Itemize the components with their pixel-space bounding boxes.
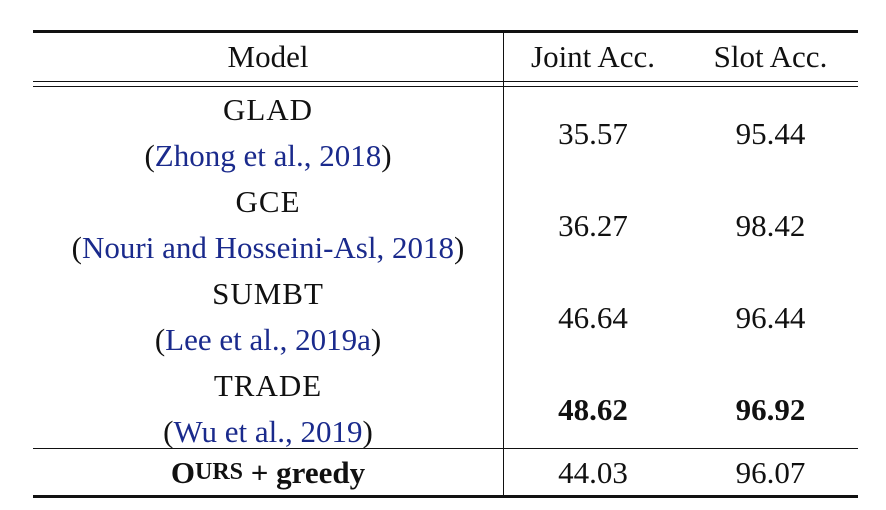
header-model: Model — [227, 38, 309, 74]
model-name: GCE — [235, 184, 301, 219]
model-citation: (Nouri and Hosseini-Asl, 2018) — [71, 230, 465, 265]
column-divider-1 — [503, 33, 504, 495]
header-slot-acc: Slot Acc. — [713, 38, 828, 74]
ours-joint-acc-value: 44.03 — [558, 454, 628, 490]
model-citation: (Lee et al., 2019a) — [154, 322, 382, 357]
joint-acc-value-best: 48.62 — [558, 391, 628, 427]
model-name: SUMBT — [212, 276, 324, 311]
header-rule-1 — [33, 81, 858, 82]
header-rule-2 — [33, 86, 858, 87]
ours-rest: URS — [194, 459, 243, 485]
joint-acc-value: 36.27 — [558, 207, 628, 243]
ours-initial: O — [170, 454, 195, 490]
ours-suffix: + greedy — [243, 454, 366, 490]
model-citation: (Wu et al., 2019) — [163, 414, 373, 449]
ours-slot-acc-value: 96.07 — [735, 454, 806, 490]
slot-acc-value: 98.42 — [735, 207, 806, 243]
results-table: Model Joint Acc. Slot Acc. GLAD (Zhong e… — [33, 30, 858, 498]
slot-acc-value-best: 96.92 — [735, 391, 806, 427]
ours-separator-rule — [33, 448, 858, 449]
header-joint-acc: Joint Acc. — [531, 38, 655, 74]
table-row-sumbt: SUMBT (Lee et al., 2019a) — [33, 271, 503, 363]
table-row-gce: GCE (Nouri and Hosseini-Asl, 2018) — [33, 179, 503, 271]
slot-acc-value: 95.44 — [735, 115, 806, 151]
table-row-ours-name: O URS + greedy — [33, 449, 503, 495]
bottom-rule — [33, 495, 858, 498]
model-name: GLAD — [222, 92, 314, 127]
top-rule — [33, 30, 858, 33]
model-name: TRADE — [213, 368, 323, 403]
joint-acc-value: 35.57 — [558, 115, 628, 151]
table-row-trade: TRADE (Wu et al., 2019) — [33, 363, 503, 455]
table-row-glad: GLAD (Zhong et al., 2018) — [33, 87, 503, 179]
slot-acc-value: 96.44 — [735, 299, 806, 335]
joint-acc-value: 46.64 — [558, 299, 628, 335]
model-citation: (Zhong et al., 2018) — [144, 138, 392, 173]
